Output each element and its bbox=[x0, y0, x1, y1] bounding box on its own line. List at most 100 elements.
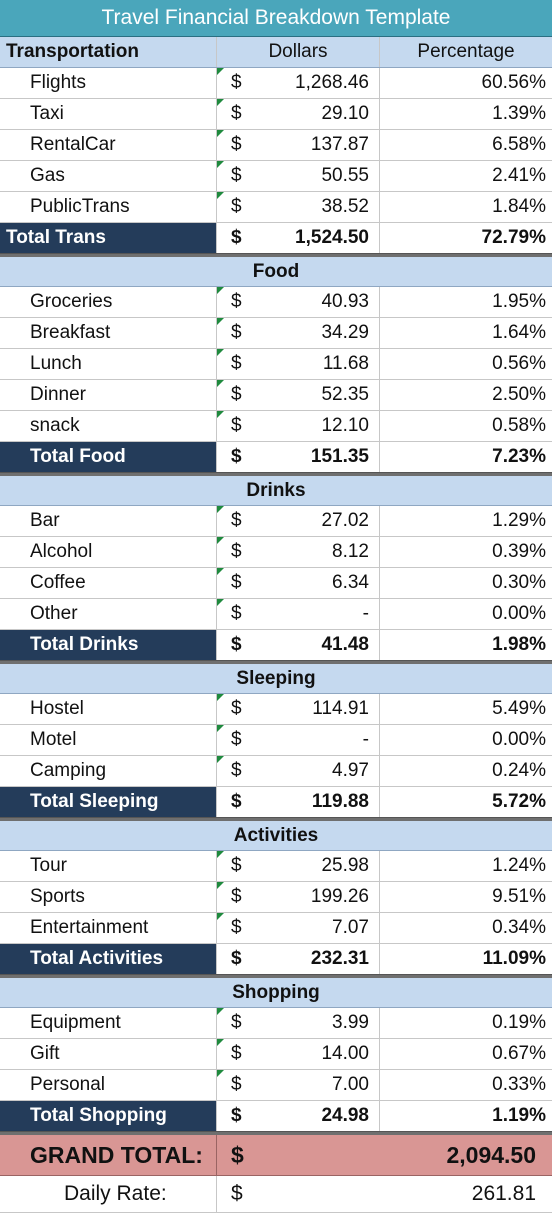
item-percentage[interactable]: 0.24% bbox=[379, 756, 552, 786]
item-label[interactable]: Hostel bbox=[30, 698, 84, 719]
item-label[interactable]: Personal bbox=[30, 1074, 105, 1095]
header-percentage[interactable]: Percentage bbox=[379, 37, 552, 67]
item-label[interactable]: Groceries bbox=[30, 291, 113, 312]
section-title[interactable]: Sleeping bbox=[236, 668, 316, 689]
item-percentage[interactable]: 0.67% bbox=[379, 1039, 552, 1069]
amount-cell[interactable]: $199.26 bbox=[216, 882, 379, 912]
amount-cell[interactable]: $12.10 bbox=[216, 411, 379, 441]
amount-cell[interactable]: $25.98 bbox=[216, 851, 379, 881]
item-label[interactable]: Flights bbox=[30, 72, 86, 93]
amount-cell[interactable]: $6.34 bbox=[216, 568, 379, 598]
item-percentage[interactable]: 2.50% bbox=[379, 380, 552, 410]
amount-cell[interactable]: $27.02 bbox=[216, 506, 379, 536]
total-amount-cell[interactable]: $151.35 bbox=[216, 442, 379, 472]
total-row-transportation: Total Trans $1,524.50 72.79% bbox=[0, 223, 552, 254]
section-title[interactable]: Food bbox=[252, 261, 300, 282]
amount-cell[interactable]: $14.00 bbox=[216, 1039, 379, 1069]
item-label[interactable]: Equipment bbox=[30, 1012, 121, 1033]
total-amount-cell[interactable]: $24.98 bbox=[216, 1101, 379, 1131]
item-label[interactable]: Lunch bbox=[30, 353, 82, 374]
amount-cell[interactable]: $50.55 bbox=[216, 161, 379, 191]
item-percentage[interactable]: 1.84% bbox=[379, 192, 552, 222]
total-percentage[interactable]: 1.19% bbox=[379, 1101, 552, 1131]
amount-cell[interactable]: $38.52 bbox=[216, 192, 379, 222]
amount-cell[interactable]: $29.10 bbox=[216, 99, 379, 129]
amount-cell[interactable]: $34.29 bbox=[216, 318, 379, 348]
total-percentage[interactable]: 1.98% bbox=[379, 630, 552, 660]
header-dollars[interactable]: Dollars bbox=[216, 37, 379, 67]
total-label[interactable]: Total Drinks bbox=[0, 630, 216, 660]
item-percentage[interactable]: 0.19% bbox=[379, 1008, 552, 1038]
item-label[interactable]: Motel bbox=[30, 729, 77, 750]
amount-cell[interactable]: $3.99 bbox=[216, 1008, 379, 1038]
section-title[interactable]: Shopping bbox=[232, 982, 320, 1003]
amount-cell[interactable]: $ - bbox=[216, 599, 379, 629]
item-percentage[interactable]: 1.95% bbox=[379, 287, 552, 317]
amount-cell[interactable]: $ - bbox=[216, 725, 379, 755]
item-label[interactable]: Tour bbox=[30, 855, 67, 876]
total-label[interactable]: Total Trans bbox=[0, 223, 216, 253]
total-amount-cell[interactable]: $1,524.50 bbox=[216, 223, 379, 253]
item-label[interactable]: Taxi bbox=[30, 103, 64, 124]
daily-rate-label[interactable]: Daily Rate: bbox=[64, 1182, 167, 1205]
item-label[interactable]: Other bbox=[30, 603, 78, 624]
total-amount-cell[interactable]: $119.88 bbox=[216, 787, 379, 817]
item-percentage[interactable]: 1.39% bbox=[379, 99, 552, 129]
total-label[interactable]: Total Food bbox=[0, 442, 216, 472]
item-percentage[interactable]: 60.56% bbox=[379, 68, 552, 98]
item-percentage[interactable]: 1.24% bbox=[379, 851, 552, 881]
item-label[interactable]: Bar bbox=[30, 510, 60, 531]
total-label[interactable]: Total Sleeping bbox=[0, 787, 216, 817]
amount-cell[interactable]: $4.97 bbox=[216, 756, 379, 786]
amount-cell[interactable]: $1,268.46 bbox=[216, 68, 379, 98]
item-label[interactable]: Alcohol bbox=[30, 541, 93, 562]
item-percentage[interactable]: 0.56% bbox=[379, 349, 552, 379]
item-percentage[interactable]: 1.64% bbox=[379, 318, 552, 348]
total-percentage[interactable]: 11.09% bbox=[379, 944, 552, 974]
item-label[interactable]: Dinner bbox=[30, 384, 86, 405]
total-percentage[interactable]: 5.72% bbox=[379, 787, 552, 817]
section-title[interactable]: Activities bbox=[233, 825, 319, 846]
item-label[interactable]: Entertainment bbox=[30, 917, 149, 938]
item-percentage[interactable]: 2.41% bbox=[379, 161, 552, 191]
amount-cell[interactable]: $137.87 bbox=[216, 130, 379, 160]
item-percentage[interactable]: 0.34% bbox=[379, 913, 552, 943]
item-percentage[interactable]: 5.49% bbox=[379, 694, 552, 724]
header-category[interactable]: Transportation bbox=[6, 41, 140, 62]
total-amount-cell[interactable]: $41.48 bbox=[216, 630, 379, 660]
item-label[interactable]: PublicTrans bbox=[30, 196, 130, 217]
item-label[interactable]: Breakfast bbox=[30, 322, 111, 343]
section-title[interactable]: Drinks bbox=[246, 480, 306, 501]
item-label[interactable]: RentalCar bbox=[30, 134, 116, 155]
item-percentage[interactable]: 0.00% bbox=[379, 599, 552, 629]
total-percentage[interactable]: 7.23% bbox=[379, 442, 552, 472]
amount-cell[interactable]: $7.07 bbox=[216, 913, 379, 943]
grand-total-amount-cell[interactable]: $ 2,094.50 bbox=[216, 1135, 552, 1175]
item-label[interactable]: Sports bbox=[30, 886, 85, 907]
total-label[interactable]: Total Activities bbox=[0, 944, 216, 974]
total-amount-cell[interactable]: $232.31 bbox=[216, 944, 379, 974]
item-label[interactable]: snack bbox=[30, 415, 80, 436]
item-percentage[interactable]: 0.30% bbox=[379, 568, 552, 598]
item-percentage[interactable]: 6.58% bbox=[379, 130, 552, 160]
item-percentage[interactable]: 1.29% bbox=[379, 506, 552, 536]
item-percentage[interactable]: 9.51% bbox=[379, 882, 552, 912]
amount-cell[interactable]: $11.68 bbox=[216, 349, 379, 379]
item-label[interactable]: Camping bbox=[30, 760, 107, 781]
amount-cell[interactable]: $8.12 bbox=[216, 537, 379, 567]
amount-cell[interactable]: $52.35 bbox=[216, 380, 379, 410]
grand-total-label[interactable]: GRAND TOTAL: bbox=[30, 1142, 203, 1168]
total-percentage[interactable]: 72.79% bbox=[379, 223, 552, 253]
item-label[interactable]: Gas bbox=[30, 165, 65, 186]
item-label[interactable]: Coffee bbox=[30, 572, 86, 593]
amount-cell[interactable]: $114.91 bbox=[216, 694, 379, 724]
daily-rate-amount-cell[interactable]: $ 261.81 bbox=[216, 1176, 552, 1212]
amount-cell[interactable]: $7.00 bbox=[216, 1070, 379, 1100]
total-label[interactable]: Total Shopping bbox=[0, 1101, 216, 1131]
item-percentage[interactable]: 0.00% bbox=[379, 725, 552, 755]
item-percentage[interactable]: 0.33% bbox=[379, 1070, 552, 1100]
item-percentage[interactable]: 0.39% bbox=[379, 537, 552, 567]
item-label[interactable]: Gift bbox=[30, 1043, 60, 1064]
amount-cell[interactable]: $40.93 bbox=[216, 287, 379, 317]
item-percentage[interactable]: 0.58% bbox=[379, 411, 552, 441]
